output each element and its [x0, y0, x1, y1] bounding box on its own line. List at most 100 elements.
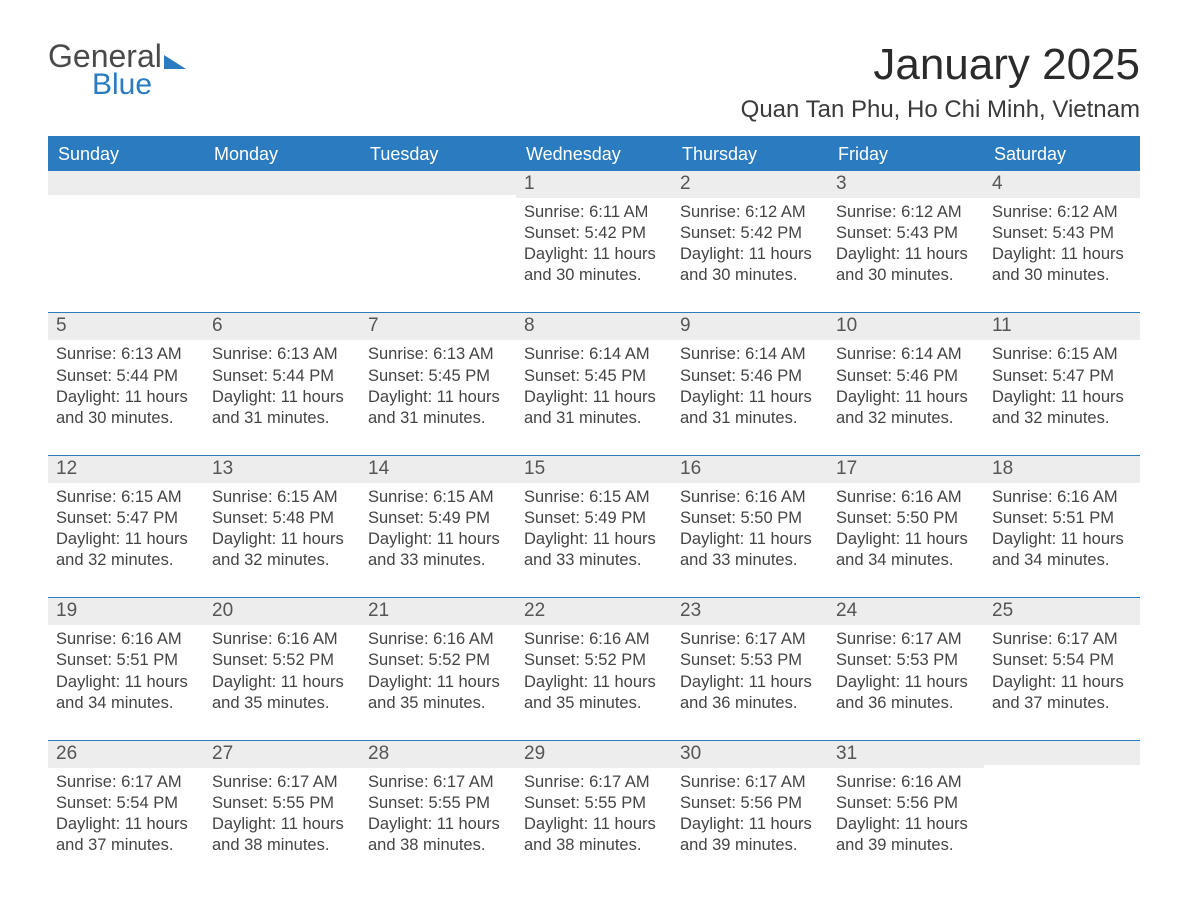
sunset-line: Sunset: 5:44 PM — [56, 366, 196, 387]
sunset-line: Sunset: 5:51 PM — [56, 650, 196, 671]
day-number: 19 — [48, 598, 204, 625]
sunrise-line: Sunrise: 6:17 AM — [680, 629, 820, 650]
day-number: 2 — [672, 171, 828, 198]
calendar-cell-day-16: 16Sunrise: 6:16 AMSunset: 5:50 PMDayligh… — [672, 455, 828, 597]
day-number: 31 — [828, 741, 984, 768]
sunrise-line: Sunrise: 6:15 AM — [56, 487, 196, 508]
sunrise-line: Sunrise: 6:16 AM — [212, 629, 352, 650]
calendar-cell-day-30: 30Sunrise: 6:17 AMSunset: 5:56 PMDayligh… — [672, 740, 828, 882]
day-number: 5 — [48, 313, 204, 340]
sunrise-line: Sunrise: 6:17 AM — [368, 772, 508, 793]
sunrise-line: Sunrise: 6:16 AM — [836, 487, 976, 508]
day-details: Sunrise: 6:12 AMSunset: 5:42 PMDaylight:… — [672, 198, 828, 312]
logo: General Blue — [48, 40, 186, 102]
daylight-line: Daylight: 11 hours and 39 minutes. — [836, 814, 976, 856]
sunset-line: Sunset: 5:45 PM — [368, 366, 508, 387]
sunset-line: Sunset: 5:46 PM — [680, 366, 820, 387]
sunset-line: Sunset: 5:47 PM — [56, 508, 196, 529]
day-details: Sunrise: 6:14 AMSunset: 5:46 PMDaylight:… — [828, 340, 984, 454]
calendar-cell-day-15: 15Sunrise: 6:15 AMSunset: 5:49 PMDayligh… — [516, 455, 672, 597]
day-number: 14 — [360, 456, 516, 483]
day-number: 29 — [516, 741, 672, 768]
sunset-line: Sunset: 5:43 PM — [992, 223, 1132, 244]
day-number: 16 — [672, 456, 828, 483]
sunrise-line: Sunrise: 6:16 AM — [524, 629, 664, 650]
calendar-cell-day-3: 3Sunrise: 6:12 AMSunset: 5:43 PMDaylight… — [828, 171, 984, 313]
sunrise-line: Sunrise: 6:17 AM — [56, 772, 196, 793]
calendar-week-row: 1Sunrise: 6:11 AMSunset: 5:42 PMDaylight… — [48, 171, 1140, 313]
calendar-week-row: 5Sunrise: 6:13 AMSunset: 5:44 PMDaylight… — [48, 313, 1140, 455]
calendar-cell-day-29: 29Sunrise: 6:17 AMSunset: 5:55 PMDayligh… — [516, 740, 672, 882]
day-number: 18 — [984, 456, 1140, 483]
calendar-table: SundayMondayTuesdayWednesdayThursdayFrid… — [48, 138, 1140, 882]
dayname-sunday: Sunday — [48, 138, 204, 171]
daylight-line: Daylight: 11 hours and 36 minutes. — [680, 672, 820, 714]
calendar-body: 1Sunrise: 6:11 AMSunset: 5:42 PMDaylight… — [48, 171, 1140, 882]
day-details: Sunrise: 6:16 AMSunset: 5:56 PMDaylight:… — [828, 768, 984, 882]
day-number: 25 — [984, 598, 1140, 625]
dayname-saturday: Saturday — [984, 138, 1140, 171]
location: Quan Tan Phu, Ho Chi Minh, Vietnam — [741, 96, 1140, 124]
sunrise-line: Sunrise: 6:15 AM — [992, 344, 1132, 365]
sunset-line: Sunset: 5:45 PM — [524, 366, 664, 387]
day-details: Sunrise: 6:17 AMSunset: 5:54 PMDaylight:… — [984, 625, 1140, 739]
calendar-cell-empty — [204, 171, 360, 313]
calendar-cell-day-14: 14Sunrise: 6:15 AMSunset: 5:49 PMDayligh… — [360, 455, 516, 597]
dayname-wednesday: Wednesday — [516, 138, 672, 171]
sunrise-line: Sunrise: 6:16 AM — [56, 629, 196, 650]
sunset-line: Sunset: 5:46 PM — [836, 366, 976, 387]
title-block: January 2025 Quan Tan Phu, Ho Chi Minh, … — [741, 40, 1140, 124]
sunset-line: Sunset: 5:42 PM — [524, 223, 664, 244]
daylight-line: Daylight: 11 hours and 30 minutes. — [56, 387, 196, 429]
day-number: 28 — [360, 741, 516, 768]
sunset-line: Sunset: 5:50 PM — [836, 508, 976, 529]
daylight-line: Daylight: 11 hours and 34 minutes. — [992, 529, 1132, 571]
calendar-cell-day-12: 12Sunrise: 6:15 AMSunset: 5:47 PMDayligh… — [48, 455, 204, 597]
day-details: Sunrise: 6:14 AMSunset: 5:45 PMDaylight:… — [516, 340, 672, 454]
sunset-line: Sunset: 5:44 PM — [212, 366, 352, 387]
daylight-line: Daylight: 11 hours and 35 minutes. — [368, 672, 508, 714]
calendar-cell-day-28: 28Sunrise: 6:17 AMSunset: 5:55 PMDayligh… — [360, 740, 516, 882]
day-details: Sunrise: 6:13 AMSunset: 5:45 PMDaylight:… — [360, 340, 516, 454]
dayname-tuesday: Tuesday — [360, 138, 516, 171]
day-details: Sunrise: 6:15 AMSunset: 5:47 PMDaylight:… — [984, 340, 1140, 454]
sunrise-line: Sunrise: 6:12 AM — [992, 202, 1132, 223]
day-details: Sunrise: 6:15 AMSunset: 5:49 PMDaylight:… — [360, 483, 516, 597]
sunrise-line: Sunrise: 6:15 AM — [212, 487, 352, 508]
day-number: 7 — [360, 313, 516, 340]
sunrise-line: Sunrise: 6:15 AM — [368, 487, 508, 508]
daylight-line: Daylight: 11 hours and 30 minutes. — [992, 244, 1132, 286]
day-details: Sunrise: 6:14 AMSunset: 5:46 PMDaylight:… — [672, 340, 828, 454]
day-details: Sunrise: 6:16 AMSunset: 5:50 PMDaylight:… — [828, 483, 984, 597]
calendar-cell-day-21: 21Sunrise: 6:16 AMSunset: 5:52 PMDayligh… — [360, 598, 516, 740]
daylight-line: Daylight: 11 hours and 30 minutes. — [836, 244, 976, 286]
day-number: 17 — [828, 456, 984, 483]
calendar-cell-day-1: 1Sunrise: 6:11 AMSunset: 5:42 PMDaylight… — [516, 171, 672, 313]
calendar-cell-day-18: 18Sunrise: 6:16 AMSunset: 5:51 PMDayligh… — [984, 455, 1140, 597]
daylight-line: Daylight: 11 hours and 35 minutes. — [524, 672, 664, 714]
sunset-line: Sunset: 5:56 PM — [836, 793, 976, 814]
sunset-line: Sunset: 5:53 PM — [680, 650, 820, 671]
day-details: Sunrise: 6:16 AMSunset: 5:51 PMDaylight:… — [984, 483, 1140, 597]
day-details: Sunrise: 6:15 AMSunset: 5:47 PMDaylight:… — [48, 483, 204, 597]
day-number: 26 — [48, 741, 204, 768]
daylight-line: Daylight: 11 hours and 31 minutes. — [212, 387, 352, 429]
day-details: Sunrise: 6:16 AMSunset: 5:50 PMDaylight:… — [672, 483, 828, 597]
calendar-cell-day-17: 17Sunrise: 6:16 AMSunset: 5:50 PMDayligh… — [828, 455, 984, 597]
calendar-cell-day-8: 8Sunrise: 6:14 AMSunset: 5:45 PMDaylight… — [516, 313, 672, 455]
day-number: 1 — [516, 171, 672, 198]
dayname-thursday: Thursday — [672, 138, 828, 171]
daylight-line: Daylight: 11 hours and 38 minutes. — [524, 814, 664, 856]
day-details: Sunrise: 6:17 AMSunset: 5:56 PMDaylight:… — [672, 768, 828, 882]
day-number: 12 — [48, 456, 204, 483]
sunset-line: Sunset: 5:47 PM — [992, 366, 1132, 387]
day-details: Sunrise: 6:16 AMSunset: 5:51 PMDaylight:… — [48, 625, 204, 739]
sunset-line: Sunset: 5:49 PM — [524, 508, 664, 529]
sunrise-line: Sunrise: 6:14 AM — [680, 344, 820, 365]
daylight-line: Daylight: 11 hours and 33 minutes. — [680, 529, 820, 571]
sunset-line: Sunset: 5:54 PM — [992, 650, 1132, 671]
daylight-line: Daylight: 11 hours and 33 minutes. — [368, 529, 508, 571]
day-number: 27 — [204, 741, 360, 768]
daylight-line: Daylight: 11 hours and 35 minutes. — [212, 672, 352, 714]
day-details: Sunrise: 6:12 AMSunset: 5:43 PMDaylight:… — [828, 198, 984, 312]
